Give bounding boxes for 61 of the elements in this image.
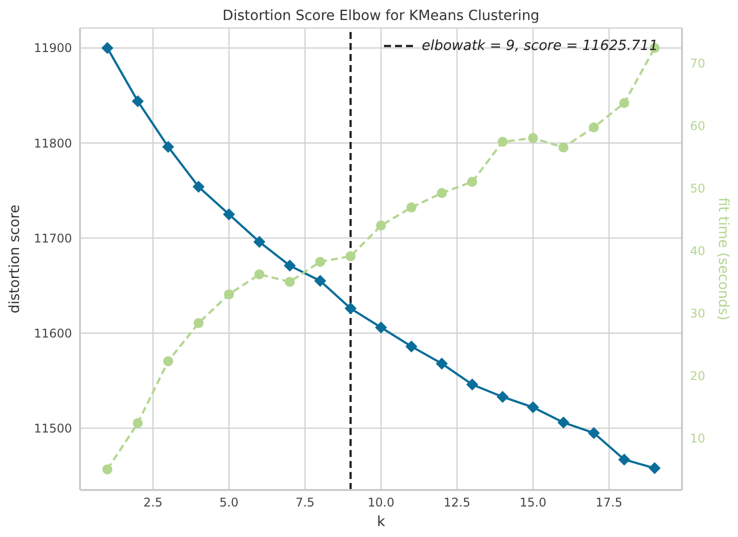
point xyxy=(498,136,508,147)
point xyxy=(527,401,540,414)
y2-tick-label: 10 xyxy=(690,431,706,446)
chart-title: Distortion Score Elbow for KMeans Clustering xyxy=(222,8,540,24)
point xyxy=(344,302,357,314)
point xyxy=(254,269,264,280)
point xyxy=(436,188,447,198)
point xyxy=(101,42,114,54)
y2-tick-label: 30 xyxy=(690,306,706,320)
point xyxy=(466,378,478,390)
point xyxy=(557,416,570,429)
point xyxy=(224,289,234,300)
point xyxy=(102,464,112,474)
y2-tick-label: 20 xyxy=(690,368,706,383)
x-tick-label: 2.5 xyxy=(143,496,163,510)
x-tick-label: 17.5 xyxy=(596,496,622,510)
y-tick-label: 11900 xyxy=(34,41,72,56)
point xyxy=(284,260,296,272)
y-tick-label: 11600 xyxy=(34,326,72,340)
x-tick-label: 7.5 xyxy=(295,496,315,510)
y-tick-label: 11800 xyxy=(34,136,72,150)
point xyxy=(314,274,326,287)
point xyxy=(315,256,326,267)
x-axis-title: k xyxy=(376,514,386,530)
x-tick-label: 15.0 xyxy=(520,496,546,510)
point xyxy=(284,276,295,287)
y-axis-title: distortion score xyxy=(6,204,23,314)
point xyxy=(376,220,386,231)
point xyxy=(436,358,448,370)
point xyxy=(162,140,174,153)
point xyxy=(163,356,174,366)
point xyxy=(194,318,204,328)
y2-axis-title: fit time (seconds) xyxy=(715,198,732,320)
point xyxy=(467,176,478,187)
point xyxy=(558,142,568,152)
point xyxy=(496,390,509,403)
point xyxy=(528,133,538,144)
x-tick-label: 5.0 xyxy=(219,496,239,510)
y2-tick-label: 50 xyxy=(690,181,706,196)
point xyxy=(588,122,599,132)
y-tick-label: 11700 xyxy=(34,231,72,246)
ref-line-label: elbowatk = 9, score = 11625.711 xyxy=(422,38,658,54)
point xyxy=(375,321,387,334)
point xyxy=(192,180,205,193)
y2-tick-label: 70 xyxy=(690,56,706,70)
y2-tick-label: 40 xyxy=(690,244,706,258)
y-tick-label: 11500 xyxy=(34,421,72,436)
x-tick-label: 12.5 xyxy=(444,496,470,510)
point xyxy=(346,251,356,262)
point xyxy=(253,236,266,248)
point xyxy=(406,202,416,212)
point xyxy=(648,462,661,474)
point xyxy=(588,426,600,439)
point xyxy=(619,98,630,108)
y2-tick-label: 60 xyxy=(690,118,706,133)
x-tick-label: 10.0 xyxy=(368,496,394,510)
point xyxy=(618,454,630,466)
point xyxy=(132,95,144,108)
point xyxy=(222,208,235,220)
point xyxy=(132,418,143,428)
point xyxy=(405,340,418,352)
